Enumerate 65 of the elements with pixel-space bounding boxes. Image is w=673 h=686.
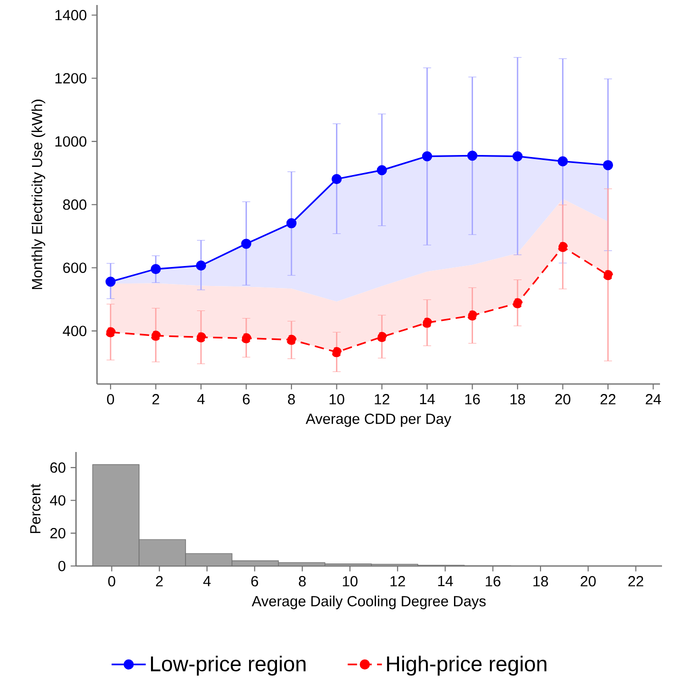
point xyxy=(558,156,568,166)
point xyxy=(467,150,478,161)
point xyxy=(105,276,116,287)
x-tick-label: 10 xyxy=(342,576,358,586)
point xyxy=(467,310,478,321)
x-tick-label: 24 xyxy=(646,394,661,404)
y-tick-label: 40 xyxy=(50,495,66,506)
point xyxy=(376,165,387,176)
y-axis-title: Percent xyxy=(30,484,40,534)
y-tick-label: 1400 xyxy=(55,10,86,20)
x-tick-label: 4 xyxy=(203,576,211,586)
point xyxy=(422,318,432,328)
point xyxy=(512,298,523,308)
x-tick-label: 6 xyxy=(242,394,250,404)
point xyxy=(241,333,252,344)
point xyxy=(602,270,614,280)
y-tick-label: 800 xyxy=(63,199,86,210)
x-tick-label: 10 xyxy=(330,394,344,404)
y-tick-label: 1200 xyxy=(55,73,86,84)
point xyxy=(602,160,614,170)
x-tick-label: 20 xyxy=(555,394,570,404)
x-tick-label: 18 xyxy=(510,394,526,404)
x-tick-label: 8 xyxy=(298,576,306,586)
point xyxy=(558,242,568,252)
point xyxy=(376,332,387,342)
x-tick-label: 6 xyxy=(251,576,258,586)
y-tick-label: 400 xyxy=(62,326,86,336)
point xyxy=(105,327,116,338)
x-tick-label: 22 xyxy=(600,394,616,404)
legend-label: High-price region xyxy=(387,656,546,676)
x-tick-label: 2 xyxy=(152,394,160,404)
x-tick-label: 16 xyxy=(465,394,480,404)
y-tick-label: 1000 xyxy=(55,136,86,147)
x-tick-label: 4 xyxy=(197,394,205,404)
x-tick-label: 0 xyxy=(108,576,116,586)
x-tick-label: 14 xyxy=(438,576,453,586)
x-tick-label: 14 xyxy=(420,394,435,404)
y-tick-label: 20 xyxy=(50,528,66,538)
x-axis-title: Average Daily Cooling Degree Days xyxy=(252,596,486,610)
point xyxy=(332,174,342,184)
y-tick-label: 600 xyxy=(63,262,86,273)
x-tick-label: 18 xyxy=(533,576,548,586)
y-axis-title: Monthly Electricity Use (kWh) xyxy=(32,100,46,290)
x-tick-label: 8 xyxy=(288,394,295,404)
point xyxy=(241,238,252,249)
x-tick-label: 0 xyxy=(107,394,114,404)
x-tick-label: 12 xyxy=(374,394,390,404)
x-tick-label: 12 xyxy=(390,576,406,586)
x-axis-title: Average CDD per Day xyxy=(306,414,452,427)
point xyxy=(150,264,161,274)
point xyxy=(332,347,342,358)
point xyxy=(512,151,523,162)
point xyxy=(196,260,206,271)
x-tick-label: 22 xyxy=(628,576,644,586)
point xyxy=(150,330,161,341)
point xyxy=(422,151,432,162)
point xyxy=(286,218,297,228)
y-tick-label: 0 xyxy=(58,560,66,572)
point xyxy=(196,332,206,342)
point xyxy=(286,334,297,345)
x-tick-label: 20 xyxy=(580,576,596,586)
legend-label: Low-price region xyxy=(150,656,306,676)
x-tick-label: 2 xyxy=(156,576,163,586)
y-tick-label: 60 xyxy=(50,462,66,473)
x-tick-label: 16 xyxy=(486,576,500,586)
